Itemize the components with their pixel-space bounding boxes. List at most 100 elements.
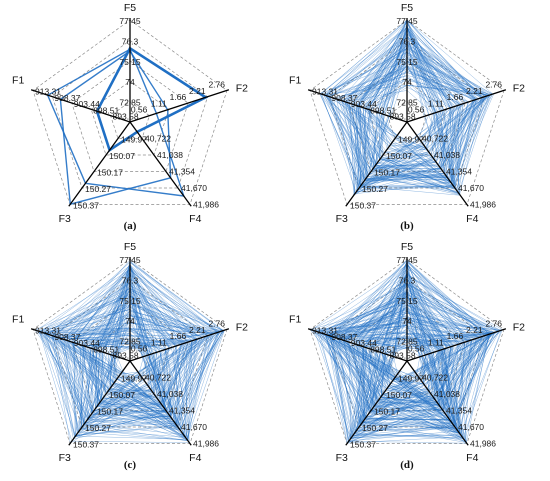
series-line xyxy=(340,264,469,417)
series-line xyxy=(343,300,421,398)
tick-label: 2.21 xyxy=(466,325,483,335)
axis-name-label: F1 xyxy=(289,314,301,326)
series-line xyxy=(43,332,166,409)
grid-ring-4 xyxy=(51,278,209,428)
series-line xyxy=(75,322,225,440)
series-line xyxy=(83,335,193,442)
series-line xyxy=(54,336,168,413)
series-line xyxy=(325,35,486,184)
axis-spoke xyxy=(129,360,192,446)
axis-name-label: F5 xyxy=(124,2,136,14)
axis-spoke xyxy=(307,328,408,362)
series-line xyxy=(49,282,157,394)
series-line xyxy=(77,316,188,440)
series-line xyxy=(41,327,216,375)
tick-label: 77.45 xyxy=(119,255,141,265)
series-line xyxy=(317,301,439,391)
series-line xyxy=(358,85,492,149)
tick-label: 74 xyxy=(402,77,412,87)
series-line xyxy=(94,262,223,426)
series-line xyxy=(346,40,448,178)
series-line xyxy=(80,289,186,438)
tick-label: 149.97 xyxy=(121,374,147,384)
series-line xyxy=(369,276,465,412)
tick-label: 903.44 xyxy=(351,99,377,109)
tick-label: 913.31 xyxy=(312,87,338,97)
series-line xyxy=(356,51,454,193)
series-line xyxy=(358,27,466,189)
tick-label: 75.15 xyxy=(119,57,141,67)
series-line xyxy=(38,295,190,405)
series-line xyxy=(329,312,493,412)
series-line xyxy=(327,325,450,420)
data-lines xyxy=(309,259,504,445)
tick-label: 913.31 xyxy=(35,326,61,336)
tick-label: 150.27 xyxy=(362,184,388,194)
series-line xyxy=(342,315,441,424)
series-line xyxy=(46,48,185,197)
tick-label: 77.45 xyxy=(396,16,418,26)
grid-ring-5 xyxy=(309,19,505,205)
series-line xyxy=(60,304,163,434)
series-line xyxy=(77,288,167,434)
axis-spoke xyxy=(307,89,408,123)
series-line xyxy=(358,274,502,381)
tick-label: 149.97 xyxy=(398,135,424,145)
tick-label: 76.3 xyxy=(399,36,416,46)
tick-label: 908.37 xyxy=(54,93,80,103)
tick-label: 76.3 xyxy=(399,275,416,285)
series-line xyxy=(54,261,224,438)
axis-name-label: F3 xyxy=(336,213,348,225)
axis-name-label: F5 xyxy=(401,2,413,14)
series-line xyxy=(47,332,144,425)
tick-label: 908.37 xyxy=(331,93,357,103)
series-line xyxy=(336,68,459,165)
series-line xyxy=(62,335,172,418)
tick-label: 893.58 xyxy=(390,351,416,361)
series-line xyxy=(92,316,188,440)
tick-label: 893.58 xyxy=(113,351,139,361)
tick-label: 41,670 xyxy=(458,422,484,432)
series-line xyxy=(332,260,491,406)
axis-name-label: F2 xyxy=(513,322,525,334)
series-line xyxy=(359,332,435,427)
series-line xyxy=(360,84,495,187)
axis-name-label: F1 xyxy=(12,314,24,326)
tick-label: 2.76 xyxy=(485,319,502,329)
tick-label: 908.37 xyxy=(54,332,80,342)
tick-label: 0.56 xyxy=(408,344,425,354)
series-line xyxy=(339,24,455,188)
tick-label: 41,670 xyxy=(458,183,484,193)
series-line xyxy=(357,39,448,179)
tick-label: 149.97 xyxy=(398,374,424,384)
series-line xyxy=(326,75,461,196)
series-line xyxy=(87,278,170,400)
tick-label: 40,722 xyxy=(145,373,171,383)
tick-label: 150.37 xyxy=(73,201,99,211)
tick-label: 150.07 xyxy=(109,151,135,161)
tick-label: 41,986 xyxy=(193,200,219,210)
series-line xyxy=(343,337,436,390)
series-line xyxy=(363,283,500,420)
series-line xyxy=(358,87,452,189)
series-line xyxy=(318,309,430,401)
tick-label: 150.17 xyxy=(374,168,400,178)
tick-label: 74 xyxy=(125,77,135,87)
series-line xyxy=(90,319,167,415)
axis-name-label: F2 xyxy=(236,322,248,334)
series-line xyxy=(82,289,212,440)
series-line xyxy=(92,266,166,377)
axis-spoke xyxy=(30,328,131,362)
series-line xyxy=(377,33,476,166)
tick-label: 893.58 xyxy=(390,112,416,122)
series-line xyxy=(323,26,441,154)
tick-label: 2.76 xyxy=(208,80,225,90)
series-line xyxy=(326,334,459,418)
tick-label: 150.27 xyxy=(85,184,111,194)
series-line xyxy=(330,259,482,426)
tick-label: 41,670 xyxy=(181,422,207,432)
series-line xyxy=(322,299,462,437)
series-line xyxy=(355,260,486,433)
tick-label: 913.31 xyxy=(312,326,338,336)
grid-ring-2 xyxy=(90,80,170,156)
